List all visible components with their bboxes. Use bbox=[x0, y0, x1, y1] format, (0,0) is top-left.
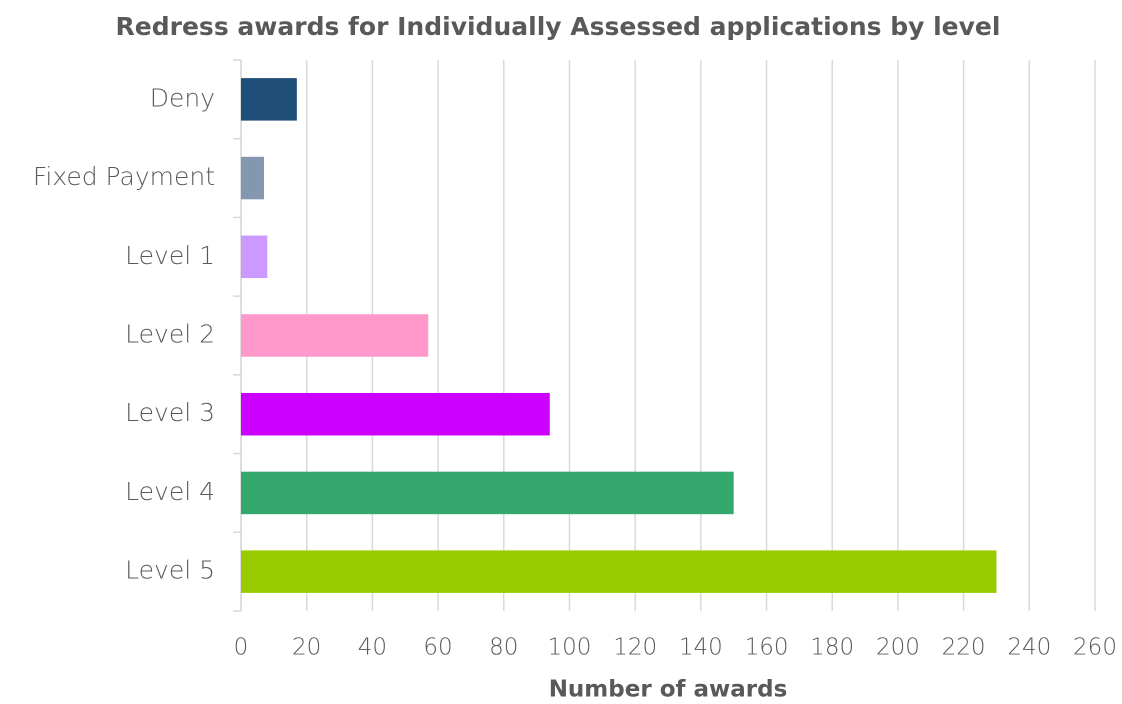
x-tick-label: 160 bbox=[745, 635, 789, 661]
y-tick-label: Level 3 bbox=[125, 398, 215, 427]
x-tick-label: 80 bbox=[489, 635, 518, 661]
chart-title: Redress awards for Individually Assessed… bbox=[116, 12, 1001, 41]
x-tick-label: 20 bbox=[292, 635, 321, 661]
x-tick-label: 120 bbox=[613, 635, 657, 661]
y-tick-label: Fixed Payment bbox=[33, 162, 215, 191]
x-tick-label: 60 bbox=[423, 635, 452, 661]
x-tick-label: 40 bbox=[358, 635, 387, 661]
x-axis-title: Number of awards bbox=[549, 677, 788, 703]
x-tick-label: 140 bbox=[679, 635, 723, 661]
x-tick-label: 0 bbox=[234, 635, 249, 661]
bar bbox=[241, 314, 429, 357]
y-tick-label: Level 1 bbox=[125, 241, 215, 270]
x-tick-label: 240 bbox=[1007, 635, 1051, 661]
bar bbox=[241, 78, 297, 121]
x-tick-label: 100 bbox=[548, 635, 592, 661]
y-tick-label: Level 5 bbox=[125, 556, 215, 585]
bar bbox=[241, 392, 550, 436]
bar bbox=[241, 156, 264, 200]
bar bbox=[241, 235, 268, 279]
x-tick-label: 220 bbox=[942, 635, 986, 661]
x-tick-label: 200 bbox=[876, 635, 920, 661]
y-tick-label: Level 4 bbox=[125, 477, 215, 506]
bar bbox=[241, 550, 997, 593]
y-tick-label: Deny bbox=[150, 83, 215, 112]
x-tick-label: 180 bbox=[810, 635, 854, 661]
bar bbox=[241, 471, 734, 515]
x-tick-label: 260 bbox=[1073, 635, 1117, 661]
y-tick-label: Level 2 bbox=[125, 320, 215, 349]
